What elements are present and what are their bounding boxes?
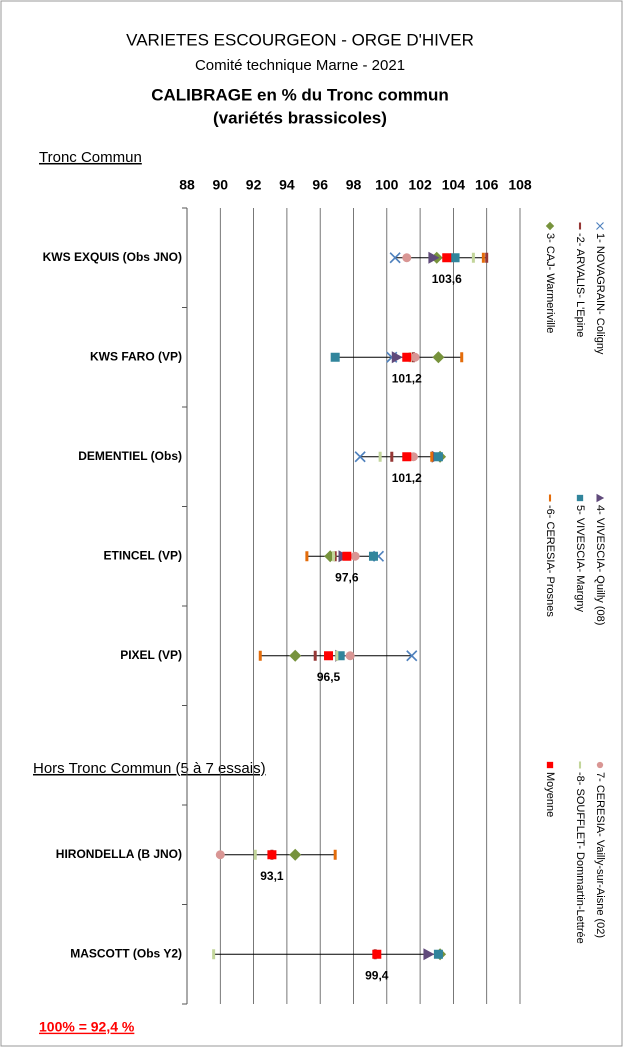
legend-label: 1- NOVAGRAIN- Coligny — [594, 233, 606, 355]
y-tick-label: KWS FARO (VP) — [90, 349, 182, 363]
point — [372, 949, 382, 959]
point — [354, 451, 366, 463]
point — [215, 850, 225, 860]
point — [432, 351, 445, 364]
value-label: 96,5 — [317, 670, 341, 684]
y-tick-label: ETINCEL (VP) — [104, 548, 182, 562]
point — [350, 551, 360, 561]
point — [333, 849, 337, 860]
y-tick-label: KWS EXQUIS (Obs JNO) — [43, 250, 182, 264]
legend-marker — [578, 761, 582, 769]
legend-marker — [578, 222, 582, 230]
legend-marker — [596, 493, 605, 503]
x-tick-label: 90 — [213, 177, 229, 193]
point — [410, 352, 420, 362]
point — [345, 651, 355, 661]
chart-title: VARIETES ESCOURGEON - ORGE D'HIVER — [126, 30, 474, 49]
point — [481, 252, 485, 263]
point — [253, 849, 257, 860]
point — [335, 650, 339, 661]
point — [433, 949, 443, 959]
point — [442, 253, 452, 263]
point — [450, 253, 460, 263]
value-label: 99,4 — [365, 968, 389, 982]
legend-label: -6- CERESIA- Prosnes — [544, 505, 556, 617]
point — [430, 451, 434, 462]
value-label: 97,6 — [335, 570, 359, 584]
x-tick-label: 88 — [179, 177, 195, 193]
y-tick-label: PIXEL (VP) — [120, 648, 182, 662]
legend-label: -8- SOUFFLET- Dommartin-Lettrée — [574, 772, 586, 944]
x-tick-label: 108 — [508, 177, 532, 193]
point — [433, 452, 443, 462]
point — [428, 251, 440, 264]
point — [313, 650, 317, 661]
legend-label: 4- VIVESCIA- Quilly (08) — [594, 505, 606, 625]
point — [378, 451, 382, 462]
x-tick-label: 92 — [246, 177, 262, 193]
point — [330, 352, 340, 362]
point — [391, 351, 403, 364]
point — [335, 651, 345, 661]
point — [423, 948, 435, 961]
point — [267, 850, 277, 860]
point — [332, 551, 336, 562]
value-label: 101,2 — [392, 371, 422, 385]
section-label: Tronc Commun — [39, 149, 142, 166]
legend-label: Moyenne — [544, 772, 556, 817]
point — [289, 848, 302, 861]
point — [460, 352, 464, 363]
point — [324, 651, 334, 661]
point — [289, 649, 302, 662]
y-tick-label: HIRONDELLA (B JNO) — [56, 847, 182, 861]
point — [389, 252, 401, 264]
x-tick-label: 102 — [408, 177, 432, 193]
point — [212, 949, 216, 960]
x-tick-label: 94 — [279, 177, 295, 193]
chart-subtitle: Comité technique Marne - 2021 — [195, 57, 405, 74]
x-tick-label: 98 — [346, 177, 362, 193]
value-label: 103,6 — [432, 272, 462, 286]
y-tick-label: DEMENTIEL (Obs) — [78, 449, 182, 463]
legend-marker — [576, 494, 584, 502]
heading: CALIBRAGE en % du Tronc commun — [151, 85, 449, 104]
point — [471, 252, 475, 263]
footnote: 100% = 92,4 % — [39, 1019, 135, 1035]
point — [402, 352, 412, 362]
point — [368, 551, 378, 561]
legend-label: 5- VIVESCIA- Margny — [574, 505, 586, 612]
point — [390, 451, 394, 462]
point — [406, 650, 418, 662]
point — [258, 650, 262, 661]
y-tick-label: MASCOTT (Obs Y2) — [70, 946, 182, 960]
legend-marker — [596, 761, 604, 769]
x-tick-label: 100 — [375, 177, 399, 193]
value-label: 93,1 — [260, 869, 284, 883]
section-label: Hors Tronc Commun (5 à 7 essais) — [33, 760, 266, 777]
legend-marker — [548, 494, 552, 502]
value-label: 101,2 — [392, 471, 422, 485]
point — [305, 551, 309, 562]
point — [402, 253, 412, 263]
legend-label: 7- CERESIA- Vailly-sur-Aisne (02) — [594, 772, 606, 938]
point — [485, 252, 489, 263]
x-tick-label: 106 — [475, 177, 499, 193]
legend-label: 3- CAJ- Warmeriville — [544, 233, 556, 333]
point — [402, 452, 412, 462]
point — [342, 551, 352, 561]
x-tick-label: 96 — [312, 177, 328, 193]
legend-marker — [546, 761, 554, 769]
x-tick-label: 104 — [442, 177, 466, 193]
heading: (variétés brassicoles) — [213, 108, 387, 127]
legend-label: -2- ARVALIS- L'Epine — [574, 233, 586, 337]
legend-marker — [596, 222, 604, 230]
